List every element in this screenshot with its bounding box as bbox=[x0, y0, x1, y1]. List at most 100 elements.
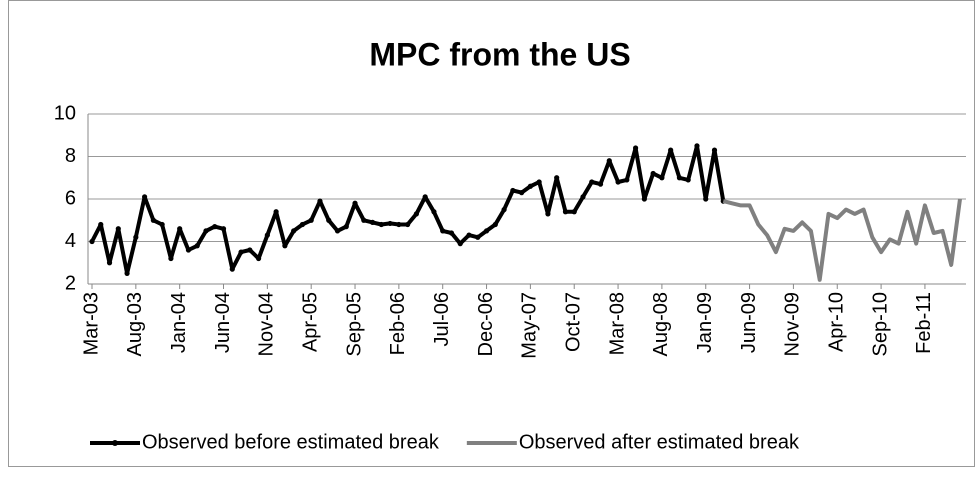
point bbox=[317, 198, 323, 204]
point bbox=[571, 209, 577, 215]
x-tick-label: Jan-04 bbox=[168, 292, 190, 353]
point bbox=[562, 209, 569, 215]
point bbox=[448, 230, 455, 236]
x-tick-label: Dec-06 bbox=[475, 292, 497, 356]
point bbox=[589, 179, 595, 185]
y-tick-label: 10 bbox=[54, 102, 76, 124]
point bbox=[291, 228, 297, 234]
x-tick-label: Aug-03 bbox=[124, 292, 146, 357]
point bbox=[650, 170, 656, 177]
point bbox=[378, 221, 384, 228]
point bbox=[694, 143, 700, 149]
point bbox=[238, 249, 244, 255]
x-tick-label: Apr-05 bbox=[299, 292, 321, 352]
y-tick-label: 4 bbox=[65, 230, 76, 252]
x-tick-label: Feb-06 bbox=[387, 292, 409, 355]
point bbox=[501, 207, 507, 213]
legend-label: Observed before estimated break bbox=[142, 431, 440, 453]
point bbox=[168, 255, 174, 262]
point bbox=[361, 217, 367, 223]
point bbox=[185, 247, 192, 253]
point bbox=[220, 226, 227, 232]
x-tick-label: Jul-06 bbox=[431, 292, 453, 346]
x-tick-label: Oct-07 bbox=[563, 292, 585, 352]
point bbox=[133, 234, 139, 240]
x-tick-label: Jan-09 bbox=[694, 292, 716, 353]
y-tick-label: 2 bbox=[65, 272, 76, 294]
point bbox=[255, 255, 262, 262]
x-tick-label: May-07 bbox=[519, 292, 541, 359]
point bbox=[519, 190, 525, 196]
point bbox=[326, 217, 332, 223]
point bbox=[431, 209, 437, 215]
chart-title: MPC from the US bbox=[369, 36, 630, 72]
point bbox=[606, 158, 612, 164]
point bbox=[527, 183, 533, 189]
point bbox=[632, 145, 639, 151]
x-tick-label: Sep-10 bbox=[869, 292, 891, 357]
point bbox=[387, 220, 393, 227]
point bbox=[405, 221, 411, 228]
point bbox=[308, 217, 314, 223]
point bbox=[115, 226, 121, 232]
point bbox=[203, 228, 209, 234]
y-tick-label: 8 bbox=[65, 145, 76, 167]
point bbox=[676, 175, 683, 181]
point bbox=[369, 219, 376, 225]
point bbox=[536, 179, 542, 185]
point bbox=[457, 241, 463, 247]
x-tick-label: Feb-11 bbox=[913, 292, 935, 354]
point bbox=[545, 211, 551, 217]
point bbox=[352, 200, 358, 206]
legend-label: Observed after estimated break bbox=[519, 431, 800, 453]
point bbox=[396, 221, 402, 228]
y-tick-label: 6 bbox=[65, 187, 76, 209]
chart-border bbox=[8, 0, 975, 467]
point bbox=[703, 196, 709, 202]
point bbox=[440, 228, 446, 234]
point bbox=[194, 243, 200, 249]
x-tick-label: Jun-04 bbox=[212, 292, 234, 353]
point bbox=[422, 194, 428, 200]
point bbox=[711, 147, 718, 153]
legend-marker bbox=[112, 440, 118, 446]
point bbox=[273, 209, 279, 215]
x-tick-label: Jun-09 bbox=[738, 292, 760, 353]
point bbox=[89, 238, 95, 245]
point bbox=[282, 243, 288, 249]
x-tick-label: Sep-05 bbox=[343, 292, 365, 357]
point bbox=[229, 266, 235, 272]
point bbox=[685, 177, 691, 183]
point bbox=[150, 217, 156, 223]
point bbox=[510, 187, 516, 194]
series-line bbox=[722, 198, 962, 282]
point bbox=[659, 175, 665, 181]
point bbox=[668, 147, 674, 153]
point bbox=[615, 179, 621, 185]
point bbox=[483, 228, 490, 234]
point bbox=[142, 194, 148, 200]
point bbox=[580, 194, 586, 200]
x-tick-label: Mar-03 bbox=[80, 292, 102, 355]
point bbox=[343, 224, 349, 230]
point bbox=[212, 224, 218, 230]
point bbox=[466, 232, 472, 238]
point bbox=[299, 221, 306, 228]
x-tick-label: Nov-04 bbox=[256, 292, 278, 356]
point bbox=[492, 221, 498, 228]
point bbox=[624, 177, 630, 183]
point bbox=[124, 270, 130, 276]
x-tick-label: Apr-10 bbox=[826, 292, 848, 352]
point bbox=[247, 247, 253, 253]
x-tick-label: Nov-09 bbox=[782, 292, 804, 356]
x-tick-label: Aug-08 bbox=[650, 292, 672, 357]
point bbox=[159, 221, 165, 228]
point bbox=[264, 232, 270, 238]
point bbox=[554, 175, 560, 181]
point bbox=[106, 260, 113, 266]
point bbox=[334, 228, 341, 234]
point bbox=[475, 234, 481, 240]
point bbox=[413, 211, 420, 217]
point bbox=[177, 226, 183, 232]
